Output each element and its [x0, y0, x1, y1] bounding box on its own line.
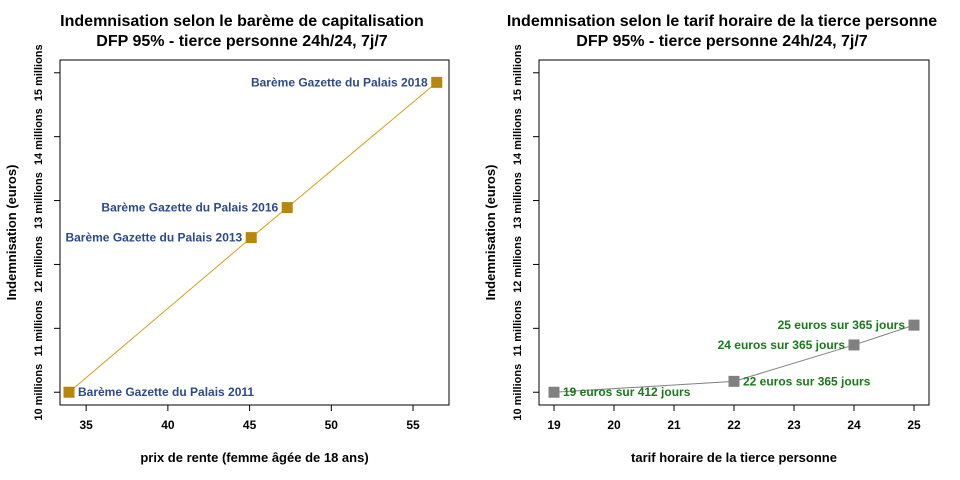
- x-tick-label: 23: [787, 418, 801, 432]
- data-point: [908, 319, 920, 331]
- y-tick-label: 11 millions: [512, 300, 524, 356]
- data-label: 22 euros sur 365 jours: [743, 374, 871, 388]
- x-tick-label: 35: [79, 418, 93, 432]
- data-point: [63, 386, 75, 398]
- y-axis-label: Indemnisation (euros): [483, 165, 498, 301]
- data-point: [548, 386, 560, 398]
- y-tick-label: 12 millions: [512, 236, 524, 293]
- series-line: [553, 324, 915, 393]
- plot-frame: [538, 59, 930, 406]
- chart-subtitle: DFP 95% - tierce personne 24h/24, 7j/7: [576, 33, 867, 50]
- y-tick-label: 13 millions: [33, 172, 45, 229]
- x-axis-label: prix de rente (femme âgée de 18 ans): [140, 450, 368, 465]
- x-tick-label: 22: [727, 418, 741, 432]
- x-tick-label: 50: [325, 418, 339, 432]
- data-label: 19 euros sur 412 jours: [563, 385, 691, 399]
- x-tick-label: 45: [243, 418, 257, 432]
- data-point: [728, 375, 740, 387]
- y-tick-label: 15 millions: [512, 44, 524, 101]
- y-tick-label: 13 millions: [512, 172, 524, 229]
- plot-frame: [59, 59, 450, 406]
- data-point: [848, 339, 860, 351]
- y-tick-label: 12 millions: [33, 236, 45, 293]
- x-tick-label: 40: [161, 418, 175, 432]
- x-tick-label: 25: [907, 418, 921, 432]
- y-tick-label: 10 millions: [33, 364, 45, 421]
- x-tick-label: 55: [406, 418, 420, 432]
- x-axis-label: tarif horaire de la tierce personne: [631, 450, 837, 465]
- x-tick-label: 24: [847, 418, 861, 432]
- x-tick-label: 20: [607, 418, 621, 432]
- y-tick-label: 15 millions: [33, 44, 45, 101]
- data-label: 25 euros sur 365 jours: [778, 318, 906, 332]
- y-tick-label: 10 millions: [512, 364, 524, 421]
- data-label: 24 euros sur 365 jours: [718, 338, 846, 352]
- x-tick-label: 21: [667, 418, 681, 432]
- series-line: [68, 81, 438, 393]
- data-point: [245, 232, 257, 244]
- data-point: [431, 76, 443, 88]
- data-label: Barème Gazette du Palais 2016: [101, 201, 278, 215]
- chart-title: Indemnisation selon le tarif horaire de …: [507, 13, 937, 30]
- data-label: Barème Gazette du Palais 2013: [65, 231, 242, 245]
- chart-tarif-horaire: Indemnisation selon le tarif horaire de …: [483, 13, 937, 465]
- data-point: [281, 202, 293, 214]
- data-label: Barème Gazette du Palais 2018: [251, 75, 428, 89]
- y-tick-label: 14 millions: [33, 108, 45, 165]
- chart-title: Indemnisation selon le barème de capital…: [60, 13, 424, 30]
- chart-capitalisation: Indemnisation selon le barème de capital…: [4, 13, 450, 465]
- data-label: Barème Gazette du Palais 2011: [78, 385, 254, 399]
- x-tick-label: 19: [547, 418, 561, 432]
- y-tick-label: 11 millions: [33, 300, 45, 356]
- y-tick-label: 14 millions: [512, 108, 524, 165]
- y-axis-label: Indemnisation (euros): [4, 165, 19, 301]
- chart-subtitle: DFP 95% - tierce personne 24h/24, 7j/7: [96, 33, 387, 50]
